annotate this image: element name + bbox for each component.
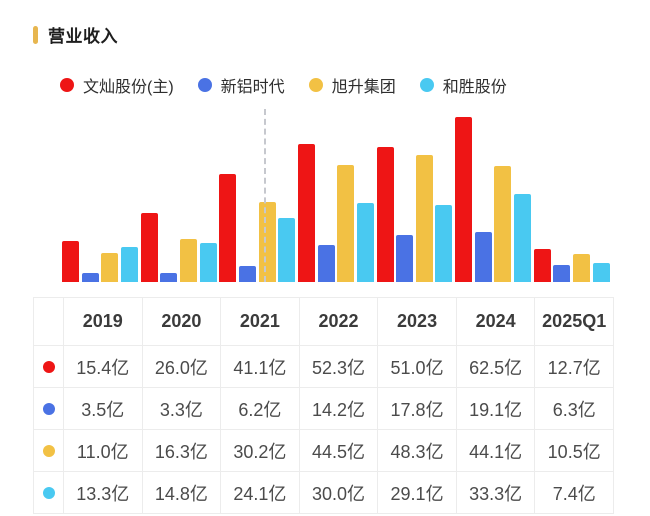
bar-2020-s3[interactable]	[179, 239, 197, 282]
revenue-table: 2019 2020 2021 2022 2023 2024 2025Q1 15.4亿 26.0亿…	[33, 297, 614, 514]
table-cell-r3-c4: 44.5亿	[299, 430, 379, 472]
table-header-2023: 2023	[378, 298, 457, 346]
table-cell-r1-c5: 51.0亿	[378, 346, 457, 388]
table-header-2019: 2019	[64, 298, 143, 346]
table-header-2022: 2022	[299, 298, 379, 346]
table-cell-r2-c4: 14.2亿	[299, 388, 379, 430]
series-dot-icon	[42, 402, 55, 415]
bar-2022-s2[interactable]	[317, 244, 335, 282]
table-cell-r1-c7: 12.7亿	[535, 346, 614, 388]
table-cell-r3-c3: 30.2亿	[221, 430, 300, 472]
bar-2024-s4[interactable]	[514, 194, 532, 282]
bar-2020-s4[interactable]	[199, 242, 217, 282]
bar-2021-s4[interactable]	[278, 218, 296, 282]
bar-2022-s1[interactable]	[297, 143, 315, 282]
legend-dot-icon	[60, 78, 74, 92]
bar-2023-s2[interactable]	[396, 235, 414, 282]
series-dot-icon	[42, 444, 55, 457]
series-dot-icon	[42, 360, 55, 373]
table-cell-r4-c6: 33.3亿	[456, 472, 536, 514]
table-cell-r2-c6: 19.1亿	[456, 388, 536, 430]
table-cell-r1-c6: 62.5亿	[456, 346, 536, 388]
table-cell-r2-c5: 17.8亿	[378, 388, 457, 430]
bar-2020-s2[interactable]	[160, 273, 178, 282]
table-cell-r2-c7: 6.3亿	[535, 388, 614, 430]
legend-item-4[interactable]: 和胜股份	[419, 73, 507, 97]
bar-2019-s1[interactable]	[62, 241, 79, 282]
bar-2020-s1[interactable]	[140, 213, 158, 282]
chart-legend: 文灿股份(主) 新铝时代 旭升集团 和胜股份	[60, 73, 507, 97]
legend-label: 新铝时代	[220, 79, 285, 96]
dashed-marker-line	[264, 109, 266, 282]
table-header-2021: 2021	[221, 298, 300, 346]
bar-2021-s3[interactable]	[258, 202, 276, 282]
table-header-2024: 2024	[456, 298, 536, 346]
bar-2023-s1[interactable]	[376, 147, 394, 282]
table-cell-r3-c1: 11.0亿	[64, 430, 143, 472]
bar-2025Q1-s2[interactable]	[553, 265, 571, 282]
bar-2022-s3[interactable]	[337, 164, 355, 282]
table-cell-r1-c2: 26.0亿	[142, 346, 222, 388]
table-header-2025Q1: 2025Q1	[535, 298, 614, 346]
table-series-dot-cell	[34, 472, 64, 514]
legend-item-3[interactable]: 旭升集团	[308, 73, 396, 97]
panel-header: 营业收入	[33, 22, 118, 47]
bar-2025Q1-s3[interactable]	[573, 254, 591, 282]
bar-2022-s4[interactable]	[356, 202, 374, 282]
series-dot-icon	[42, 486, 55, 499]
legend-dot-icon	[308, 78, 323, 92]
legend-label: 文灿股份(主)	[83, 79, 174, 96]
table-cell-r3-c5: 48.3亿	[378, 430, 457, 472]
legend-dot-icon	[197, 78, 212, 92]
table-cell-r2-c3: 6.2亿	[221, 388, 300, 430]
bar-2025Q1-s4[interactable]	[592, 262, 610, 282]
table-cell-r3-c7: 10.5亿	[535, 430, 614, 472]
bar-2024-s3[interactable]	[494, 165, 512, 282]
revenue-bar-chart	[62, 109, 610, 282]
table-cell-r4-c3: 24.1亿	[221, 472, 300, 514]
table-corner-cell	[34, 298, 64, 346]
table-series-dot-cell	[34, 346, 64, 388]
table-header-2020: 2020	[142, 298, 222, 346]
table-cell-r4-c5: 29.1亿	[378, 472, 457, 514]
table-cell-r1-c4: 52.3亿	[299, 346, 379, 388]
bar-2019-s3[interactable]	[101, 253, 119, 282]
table-series-dot-cell	[34, 430, 64, 472]
bar-2024-s2[interactable]	[474, 231, 492, 282]
bar-2024-s1[interactable]	[455, 117, 473, 282]
table-series-dot-cell	[34, 388, 64, 430]
title-marker-icon	[33, 25, 38, 44]
bar-2025Q1-s1[interactable]	[533, 248, 551, 282]
legend-dot-icon	[419, 78, 434, 92]
table-cell-r2-c1: 3.5亿	[64, 388, 143, 430]
legend-label: 和胜股份	[442, 79, 507, 96]
table-cell-r4-c2: 14.8亿	[142, 472, 222, 514]
table-cell-r1-c3: 41.1亿	[221, 346, 300, 388]
table-cell-r4-c4: 30.0亿	[299, 472, 379, 514]
legend-label: 旭升集团	[331, 79, 396, 96]
table-cell-r1-c1: 15.4亿	[64, 346, 143, 388]
legend-item-1[interactable]: 文灿股份(主)	[60, 73, 174, 97]
bar-2021-s2[interactable]	[238, 265, 256, 282]
bar-2019-s4[interactable]	[120, 246, 138, 282]
page-title: 营业收入	[48, 27, 118, 46]
table-cell-r2-c2: 3.3亿	[142, 388, 222, 430]
table-cell-r4-c7: 7.4亿	[535, 472, 614, 514]
table-cell-r3-c2: 16.3亿	[142, 430, 222, 472]
legend-item-2[interactable]: 新铝时代	[197, 73, 285, 97]
table-cell-r3-c6: 44.1亿	[456, 430, 536, 472]
bar-2023-s4[interactable]	[435, 205, 453, 282]
bar-2019-s2[interactable]	[81, 272, 99, 282]
bar-2023-s3[interactable]	[415, 154, 433, 282]
bar-2021-s1[interactable]	[219, 173, 237, 282]
table-cell-r4-c1: 13.3亿	[64, 472, 143, 514]
